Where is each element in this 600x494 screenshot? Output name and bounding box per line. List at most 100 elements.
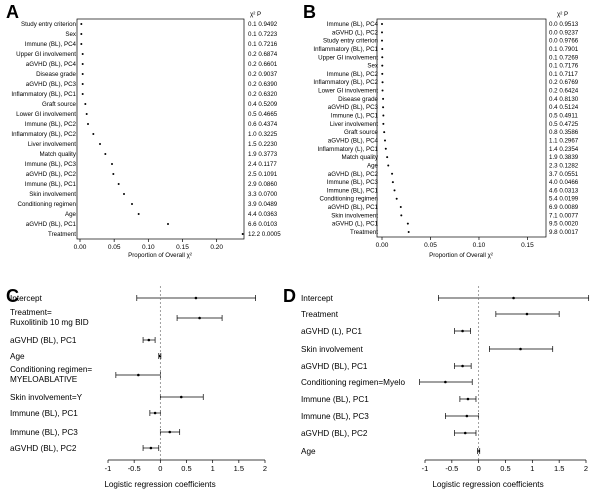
panel-a-row-13-stat: 1.9 0.3773	[248, 151, 278, 158]
panel-a-row-10-label: Immune (BL), PC2	[25, 121, 77, 128]
panel-b-row-16-stat: 1.9 0.3839	[549, 154, 579, 161]
panel-d-xtick-label-2: 0	[477, 464, 481, 473]
panel-a-row-9-point	[85, 113, 88, 115]
panel-a-row-15-label: aGVHD (BL), PC2	[26, 171, 77, 178]
panel-b-row-6-label: Immune (BL), PC2	[327, 71, 379, 78]
panel-b-row-8-label: Lower GI involvement	[318, 88, 378, 95]
panel-b-row-17-point	[387, 164, 390, 167]
panel-d-xlabel: Logistic regression coefficients	[432, 480, 543, 489]
panel-a-row-4-label: aGVHD (BL), PC4	[26, 61, 77, 68]
panel-c-row-3-estimate	[158, 354, 162, 358]
panel-a-row-5-point	[81, 73, 84, 75]
panel-b-row-5-point	[381, 64, 384, 67]
panel-b-row-5-label: Sex	[367, 63, 379, 70]
panel-d-row-0-label: Intercept	[301, 294, 334, 303]
panel-d-xtick-label-0: -1	[422, 464, 429, 473]
panel-b-row-23-stat: 7.1 0.0077	[549, 212, 579, 219]
panel-c-row-2-label: aGVHD (BL), PC1	[10, 336, 77, 345]
panel-b-row-19-point	[391, 181, 394, 184]
panel-d-row-1-label: Treatment	[301, 310, 339, 319]
panel-b-row-12-point	[382, 122, 385, 125]
panel-d-forest-plot: Intercept Treatment aGVHD (L), PC1 Skin inv…	[301, 286, 590, 489]
panel-a-row-15-stat: 2.5 0.1091	[248, 171, 278, 178]
panel-d-row-7-label: Immune (BL), PC3	[301, 412, 369, 421]
panel-d-row-4-label: aGVHD (BL), PC1	[301, 362, 368, 371]
panel-b-row-19-label: Immune (BL), PC3	[327, 179, 379, 186]
panel-b-row-3-stat: 0.1 0.7901	[549, 46, 579, 53]
panel-a-row-9-stat: 0.5 0.4665	[248, 111, 278, 118]
panel-b-plot-frame	[376, 18, 547, 238]
panel-a-xtick-label-3: 0.15	[176, 244, 189, 251]
panel-a-row-11-stat: 1.0 0.3225	[248, 131, 278, 138]
panel-b-row-15-point	[384, 147, 387, 150]
panel-a-row-20-label: aGVHD (BL), PC1	[26, 221, 77, 228]
panel-a-row-5-label: Disease grade	[36, 71, 76, 78]
panel-b-row-14-label: aGVHD (BL), PC4	[328, 137, 379, 144]
panel-a-row-3-stat: 0.2 0.6874	[248, 51, 278, 58]
panel-b-row-18-point	[391, 172, 394, 175]
panel-b-row-4-label: Upper GI involvement	[318, 54, 378, 61]
panel-d-row-3-label: Skin involvement	[301, 345, 364, 354]
panel-c-row-8-label: aGVHD (BL), PC2	[10, 444, 77, 453]
panel-c-row-8-estimate	[149, 446, 153, 450]
panel-c-xtick-label-2: 0	[158, 464, 162, 473]
panel-b-row-20-stat: 4.6 0.0313	[549, 187, 579, 194]
panel-b-row-4-stat: 0.1 0.7269	[549, 54, 579, 61]
panel-a-row-4-point	[81, 63, 84, 65]
panel-b-row-1-point	[381, 31, 383, 34]
panel-b-row-13-label: Graft source	[344, 129, 379, 136]
panel-c-row-7-label: Immune (BL), PC3	[10, 428, 78, 437]
panel-d-row-0-estimate	[512, 296, 515, 300]
panel-b-row-20-point	[393, 189, 396, 192]
panel-b-xtick-label-2: 0.10	[473, 242, 486, 249]
panel-a-row-15-point	[112, 173, 115, 175]
panel-b-row-6-stat: 0.1 0.7117	[549, 71, 578, 78]
panel-c-row-4-label-line-1: MYELOABLATIVE	[10, 375, 78, 384]
panel-a-row-21-point	[241, 233, 244, 235]
panel-c-row-1-label-line-0: Treatment=	[10, 308, 52, 317]
panel-a-row-0-label: Study entry criterion	[21, 21, 77, 28]
panel-b-row-21-point	[395, 197, 398, 200]
panel-c-xtick-label-6: 2	[263, 464, 267, 473]
panel-a-row-8-label: Graft source	[42, 101, 77, 108]
panel-b-row-18-label: aGVHD (BL), PC2	[328, 171, 379, 178]
panel-a-stat-header: χ² P	[250, 11, 261, 18]
panel-b-row-14-point	[383, 139, 386, 142]
panel-b-xtick-label-3: 0.15	[521, 242, 534, 249]
panel-a-row-17-stat: 3.3 0.0700	[248, 191, 278, 198]
panel-a-row-13-label: Match quality	[40, 151, 77, 158]
panel-c-row-4-label-line-0: Conditioning regimen=	[10, 365, 92, 374]
panel-a-xtick-label-4: 0.20	[210, 244, 223, 251]
panel-a-row-12-point	[99, 143, 102, 145]
panel-b-row-0-label: Immune (BL), PC4	[327, 21, 379, 28]
panel-d-row-7-estimate	[465, 414, 469, 418]
panel-a-row-1-label: Sex	[65, 31, 77, 38]
panel-b-row-25-point	[407, 231, 410, 233]
panel-b-chi-square-chart: χ² P Immune (BL), PC4 0.0 0.9513 aGVHD (L)…	[313, 11, 578, 259]
panel-b-row-2-point	[381, 39, 383, 42]
panel-letter-a: A	[6, 2, 19, 22]
panel-b-xtick-label-1: 0.05	[424, 242, 437, 249]
panel-d-row-4-estimate	[461, 364, 464, 368]
panel-a-row-18-label: Conditioning regimen	[18, 201, 77, 208]
panel-d-row-9-label: Age	[301, 447, 316, 456]
panel-a-row-10-stat: 0.6 0.4374	[248, 121, 278, 128]
panel-a-row-20-stat: 6.6 0.0103	[248, 221, 278, 228]
panel-b-row-17-stat: 2.3 0.1282	[549, 162, 579, 169]
panel-a-row-11-point	[92, 133, 95, 135]
panel-b-row-16-label: Match quality	[342, 154, 379, 161]
panel-b-row-7-stat: 0.2 0.6769	[549, 79, 579, 86]
panel-a-row-4-stat: 0.2 0.6601	[248, 61, 278, 68]
panel-d-xtick-label-1: -0.5	[445, 464, 458, 473]
panel-c-row-1-estimate	[198, 316, 201, 320]
panel-b-row-15-label: Inflammatory (L), PC1	[317, 146, 378, 153]
panel-b-row-17-label: Age	[367, 162, 379, 169]
panel-b-row-24-stat: 9.5 0.0020	[549, 221, 579, 228]
panel-b-row-3-label: Inflammatory (BL), PC1	[313, 46, 378, 53]
panel-a-row-8-stat: 0.4 0.5209	[248, 101, 278, 108]
panel-a-row-5-stat: 0.2 0.9037	[248, 71, 278, 78]
panel-b-row-10-point	[382, 106, 385, 109]
panel-c-row-3-label: Age	[10, 352, 25, 361]
panel-b-row-25-label: Treatment	[350, 229, 378, 236]
panel-d-row-6-label: Immune (BL), PC1	[301, 395, 369, 404]
